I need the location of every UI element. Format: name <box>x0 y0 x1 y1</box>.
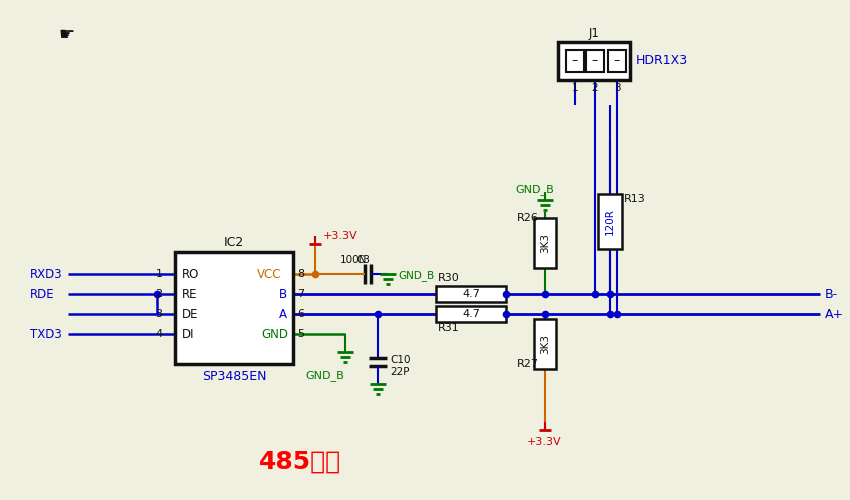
Text: 2: 2 <box>592 83 598 93</box>
Text: GND: GND <box>261 328 288 340</box>
Text: RE: RE <box>182 288 197 300</box>
Text: IC2: IC2 <box>224 236 244 248</box>
Bar <box>608 50 626 72</box>
Text: 3K3: 3K3 <box>540 233 550 253</box>
Text: –: – <box>592 54 598 68</box>
Text: GND_B: GND_B <box>306 370 344 382</box>
Text: R26: R26 <box>517 213 539 223</box>
Text: +3.3V: +3.3V <box>323 231 358 241</box>
Text: 7: 7 <box>297 289 304 299</box>
Text: R31: R31 <box>438 323 460 333</box>
Text: HDR1X3: HDR1X3 <box>636 54 688 68</box>
Text: J1: J1 <box>588 28 599 40</box>
Text: RDE: RDE <box>30 288 54 300</box>
Text: 100N: 100N <box>340 255 367 265</box>
Text: 2: 2 <box>156 289 162 299</box>
Text: 4.7: 4.7 <box>462 309 480 319</box>
Text: C3: C3 <box>356 255 370 265</box>
Text: SP3485EN: SP3485EN <box>201 370 266 382</box>
Text: 4.7: 4.7 <box>462 289 480 299</box>
Text: –: – <box>614 54 620 68</box>
Bar <box>534 218 556 268</box>
Text: C10: C10 <box>390 355 411 365</box>
Text: 120R: 120R <box>605 208 615 235</box>
Bar <box>586 50 604 72</box>
Text: 5: 5 <box>297 329 304 339</box>
Bar <box>436 306 506 322</box>
Text: 485通讯: 485通讯 <box>259 450 341 474</box>
Bar <box>175 252 293 364</box>
Text: DE: DE <box>182 308 199 320</box>
Text: 6: 6 <box>297 309 304 319</box>
Bar <box>534 319 556 369</box>
Text: R27: R27 <box>517 359 539 369</box>
Text: 3: 3 <box>614 83 620 93</box>
Text: DI: DI <box>182 328 195 340</box>
Text: TXD3: TXD3 <box>30 328 62 340</box>
Text: R13: R13 <box>624 194 646 204</box>
Text: GND_B: GND_B <box>515 184 553 196</box>
Bar <box>598 194 622 249</box>
Text: A: A <box>279 308 287 320</box>
Text: B: B <box>279 288 287 300</box>
Text: GND_B: GND_B <box>398 270 434 281</box>
Text: RXD3: RXD3 <box>30 268 63 280</box>
Text: RO: RO <box>182 268 200 280</box>
Bar <box>566 50 584 72</box>
Text: R30: R30 <box>438 273 460 283</box>
Text: VCC: VCC <box>257 268 281 280</box>
Text: 8: 8 <box>297 269 304 279</box>
Text: 3: 3 <box>156 309 162 319</box>
Text: 1: 1 <box>572 83 578 93</box>
Text: 1: 1 <box>156 269 162 279</box>
Text: 4: 4 <box>156 329 162 339</box>
Text: –: – <box>572 54 578 68</box>
Text: A+: A+ <box>825 308 844 320</box>
Bar <box>436 286 506 302</box>
Text: 3K3: 3K3 <box>540 334 550 354</box>
Text: B-: B- <box>825 288 838 300</box>
Text: ☛: ☛ <box>58 26 74 44</box>
Bar <box>558 42 630 80</box>
Text: +3.3V: +3.3V <box>527 437 562 447</box>
Text: 22P: 22P <box>390 367 410 377</box>
